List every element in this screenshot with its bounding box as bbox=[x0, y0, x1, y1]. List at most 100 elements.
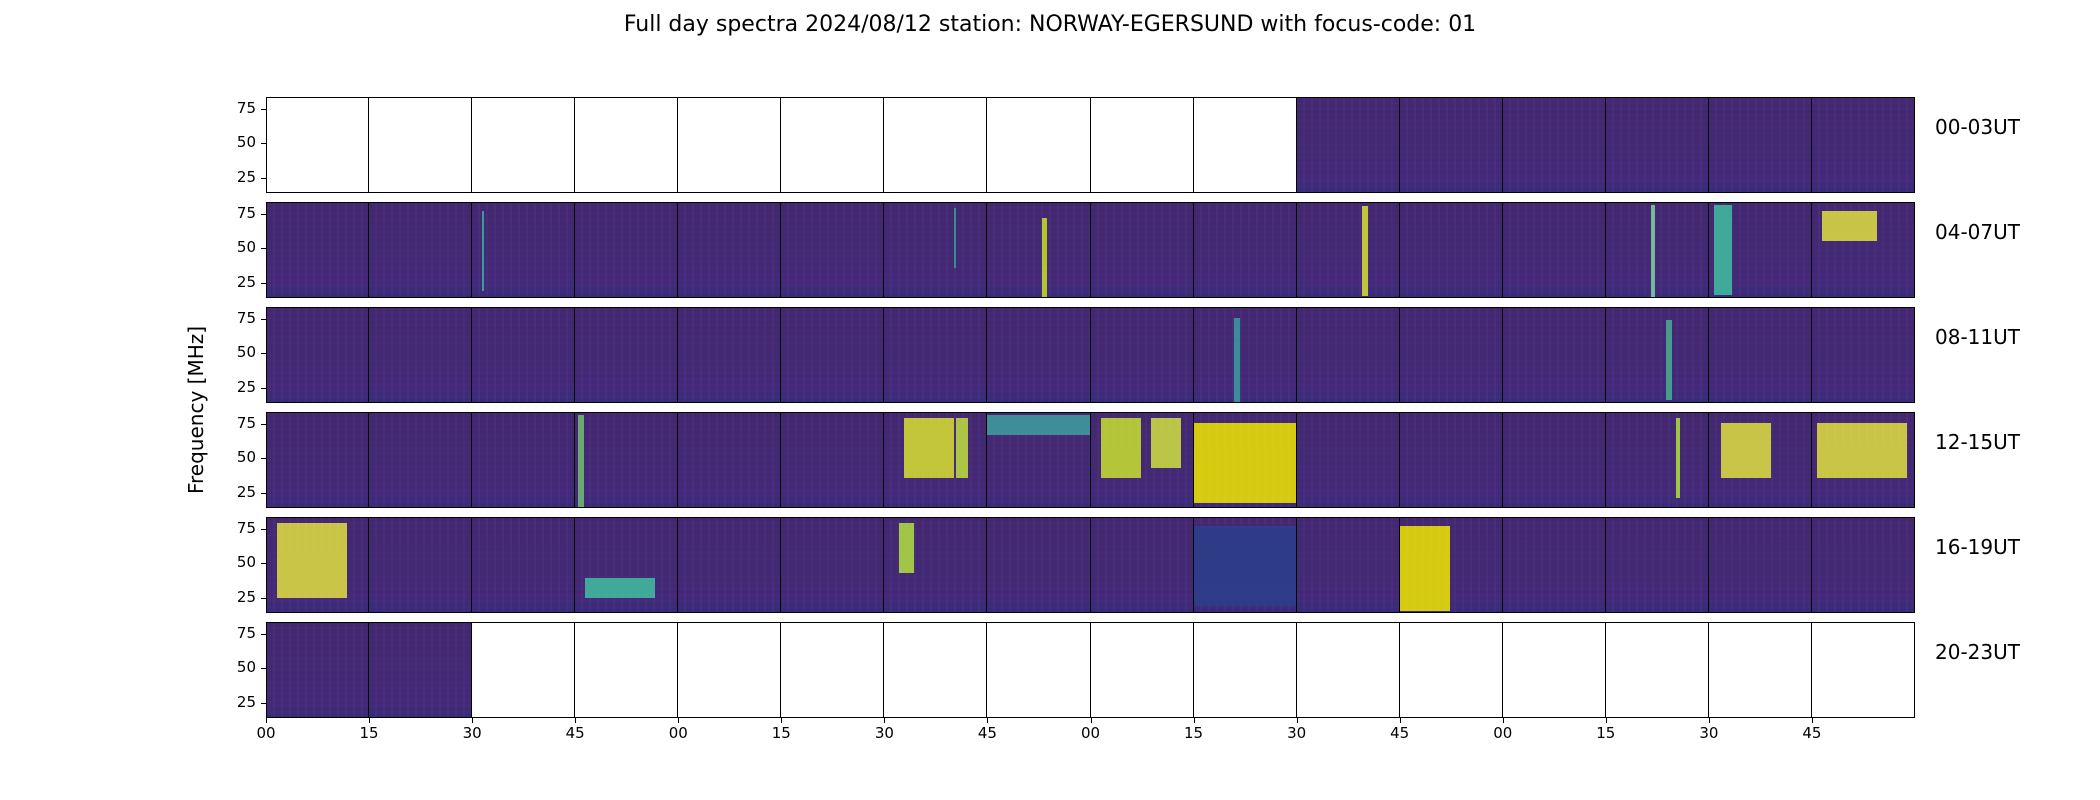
empty-panel bbox=[884, 622, 988, 718]
spectral-feature bbox=[1150, 418, 1181, 468]
y-tick-label: 50 bbox=[236, 133, 256, 151]
empty-panel bbox=[884, 97, 988, 193]
x-tick-mark bbox=[987, 718, 989, 723]
spectral-feature bbox=[954, 208, 957, 268]
spectrum-panel bbox=[575, 307, 679, 403]
empty-panel bbox=[472, 622, 576, 718]
spectrum-panel bbox=[678, 517, 782, 613]
y-tick-mark bbox=[261, 388, 266, 389]
y-tick-mark bbox=[261, 248, 266, 249]
spectrum-panel bbox=[884, 307, 988, 403]
x-tick-label: 00 bbox=[256, 724, 276, 742]
spectrum-panel bbox=[266, 517, 370, 613]
spectral-feature bbox=[1720, 423, 1771, 478]
x-tick-mark bbox=[781, 718, 783, 723]
empty-panel bbox=[1502, 622, 1606, 718]
row-time-label: 04-07UT bbox=[1935, 220, 2020, 244]
empty-panel bbox=[1090, 97, 1194, 193]
spectrum-panel bbox=[1296, 412, 1400, 508]
spectrum-panel bbox=[1399, 517, 1503, 613]
spectral-feature bbox=[1042, 218, 1048, 297]
y-tick-mark bbox=[261, 143, 266, 144]
y-tick-label: 50 bbox=[236, 448, 256, 466]
spectral-feature bbox=[482, 211, 485, 291]
spectrum-panel bbox=[1399, 412, 1503, 508]
spectrum-panel bbox=[1399, 202, 1503, 298]
empty-panel bbox=[781, 622, 885, 718]
spectral-feature bbox=[1816, 423, 1907, 478]
spectrum-panel bbox=[1090, 412, 1194, 508]
spectrum-panel bbox=[1605, 517, 1709, 613]
x-tick-mark bbox=[472, 718, 474, 723]
y-axis-label: Frequency [MHz] bbox=[184, 325, 208, 495]
spectrum-panel bbox=[678, 412, 782, 508]
empty-panel bbox=[1399, 622, 1503, 718]
spectrum-panel bbox=[1605, 412, 1709, 508]
x-tick-label: 45 bbox=[565, 724, 585, 742]
empty-panel bbox=[575, 97, 679, 193]
y-tick-mark bbox=[261, 598, 266, 599]
empty-panel bbox=[1296, 622, 1400, 718]
spectrum-panel bbox=[369, 307, 473, 403]
spectral-feature bbox=[1713, 205, 1732, 295]
y-tick-mark bbox=[261, 109, 266, 110]
spectral-feature bbox=[1193, 526, 1296, 606]
empty-panel bbox=[472, 97, 576, 193]
y-tick-label: 75 bbox=[236, 309, 256, 327]
y-tick-label: 50 bbox=[236, 238, 256, 256]
x-tick-label: 45 bbox=[1802, 724, 1822, 742]
spectrum-panel bbox=[1502, 97, 1606, 193]
x-tick-mark bbox=[1399, 718, 1401, 723]
spectrum-panel bbox=[1811, 202, 1915, 298]
spectrum-panel bbox=[266, 412, 370, 508]
x-tick-label: 30 bbox=[1699, 724, 1719, 742]
y-tick-label: 50 bbox=[236, 343, 256, 361]
spectral-feature bbox=[585, 578, 656, 598]
spectrum-panel bbox=[266, 202, 370, 298]
empty-panel bbox=[1605, 622, 1709, 718]
spectrum-panel bbox=[1708, 202, 1812, 298]
x-tick-label: 00 bbox=[1080, 724, 1101, 742]
spectrum-panel bbox=[987, 517, 1091, 613]
spectrum-panel bbox=[1399, 307, 1503, 403]
spectral-feature bbox=[987, 415, 1090, 435]
x-tick-label: 00 bbox=[668, 724, 688, 742]
spectrum-panel bbox=[1708, 307, 1812, 403]
spectrum-panel bbox=[1605, 97, 1709, 193]
spectrum-panel bbox=[1811, 97, 1915, 193]
y-tick-mark bbox=[261, 353, 266, 354]
spectrum-panel bbox=[884, 202, 988, 298]
y-tick-mark bbox=[261, 319, 266, 320]
spectral-feature bbox=[1675, 418, 1680, 498]
y-tick-label: 75 bbox=[236, 624, 256, 642]
x-tick-label: 00 bbox=[1493, 724, 1513, 742]
spectrum-panel bbox=[987, 307, 1091, 403]
x-tick-label: 45 bbox=[977, 724, 997, 742]
y-tick-label: 25 bbox=[236, 483, 256, 501]
empty-panel bbox=[1090, 622, 1194, 718]
spectral-feature bbox=[1233, 318, 1240, 402]
spectrum-panel bbox=[884, 412, 988, 508]
chart-title: Full day spectra 2024/08/12 station: NOR… bbox=[623, 12, 1477, 37]
spectra-row bbox=[266, 412, 1915, 508]
spectrum-panel bbox=[369, 202, 473, 298]
spectra-row bbox=[266, 622, 1915, 718]
y-tick-mark bbox=[261, 634, 266, 635]
spectrum-panel bbox=[575, 202, 679, 298]
x-tick-mark bbox=[369, 718, 371, 723]
y-tick-label: 25 bbox=[236, 273, 256, 291]
spectra-row bbox=[266, 97, 1915, 193]
spectral-feature bbox=[578, 415, 585, 507]
spectrum-panel bbox=[1502, 517, 1606, 613]
y-tick-label: 75 bbox=[236, 204, 256, 222]
spectra-row bbox=[266, 307, 1915, 403]
empty-panel bbox=[1193, 97, 1297, 193]
spectrum-panel bbox=[575, 412, 679, 508]
spectral-feature bbox=[1100, 418, 1141, 478]
x-tick-label: 30 bbox=[462, 724, 482, 742]
spectra-row bbox=[266, 202, 1915, 298]
spectrum-panel bbox=[472, 202, 576, 298]
spectrum-panel bbox=[1708, 517, 1812, 613]
empty-panel bbox=[987, 97, 1091, 193]
spectrum-panel bbox=[369, 517, 473, 613]
